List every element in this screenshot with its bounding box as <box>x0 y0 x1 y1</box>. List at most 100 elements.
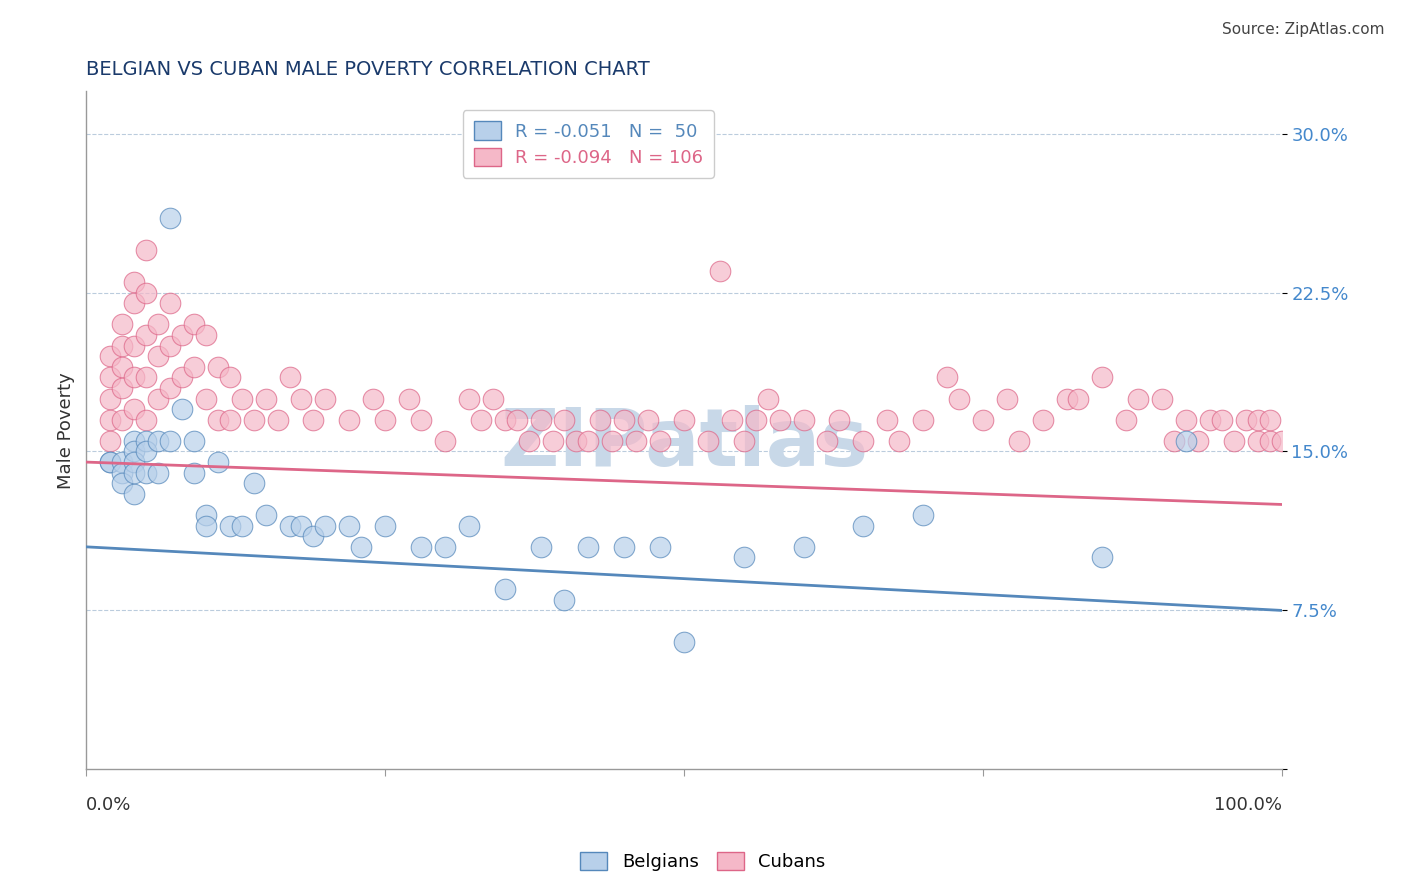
Point <box>337 518 360 533</box>
Point <box>613 540 636 554</box>
Point <box>111 466 134 480</box>
Point <box>122 402 145 417</box>
Point <box>242 413 264 427</box>
Point <box>1008 434 1031 448</box>
Point <box>481 392 503 406</box>
Point <box>637 413 659 427</box>
Point <box>457 392 479 406</box>
Text: ZIPatlas: ZIPatlas <box>501 405 868 483</box>
Point <box>314 518 336 533</box>
Point <box>529 413 551 427</box>
Point <box>1115 413 1137 427</box>
Point <box>207 359 229 374</box>
Point <box>146 392 169 406</box>
Point <box>111 455 134 469</box>
Point <box>1258 413 1281 427</box>
Point <box>122 275 145 289</box>
Point <box>98 434 121 448</box>
Point <box>146 466 169 480</box>
Point <box>183 434 205 448</box>
Point <box>170 328 193 343</box>
Point <box>159 338 181 352</box>
Point <box>135 328 157 343</box>
Point <box>122 455 145 469</box>
Legend: R = -0.051   N =  50, R = -0.094   N = 106: R = -0.051 N = 50, R = -0.094 N = 106 <box>463 111 714 178</box>
Point <box>98 392 121 406</box>
Point <box>231 392 253 406</box>
Point <box>207 413 229 427</box>
Point <box>183 359 205 374</box>
Point <box>207 455 229 469</box>
Point <box>1187 434 1209 448</box>
Text: Source: ZipAtlas.com: Source: ZipAtlas.com <box>1222 22 1385 37</box>
Point <box>1175 434 1198 448</box>
Point <box>1128 392 1150 406</box>
Point <box>1175 413 1198 427</box>
Point <box>613 413 636 427</box>
Point <box>111 338 134 352</box>
Point <box>433 540 456 554</box>
Point <box>696 434 718 448</box>
Point <box>135 466 157 480</box>
Point <box>98 370 121 384</box>
Point <box>433 434 456 448</box>
Point <box>183 466 205 480</box>
Point <box>135 413 157 427</box>
Point <box>242 476 264 491</box>
Point <box>721 413 744 427</box>
Point <box>541 434 564 448</box>
Point <box>517 434 540 448</box>
Point <box>122 466 145 480</box>
Point <box>1152 392 1174 406</box>
Point <box>146 318 169 332</box>
Point <box>122 487 145 501</box>
Point <box>111 476 134 491</box>
Text: 100.0%: 100.0% <box>1213 796 1282 814</box>
Point <box>1211 413 1233 427</box>
Point <box>948 392 970 406</box>
Point <box>111 381 134 395</box>
Point <box>733 550 755 565</box>
Point <box>183 318 205 332</box>
Point <box>194 392 217 406</box>
Point <box>1199 413 1222 427</box>
Point <box>122 444 145 458</box>
Point <box>159 211 181 226</box>
Point <box>470 413 492 427</box>
Point <box>852 434 875 448</box>
Point <box>624 434 647 448</box>
Point <box>135 434 157 448</box>
Point <box>912 508 935 522</box>
Point <box>1032 413 1054 427</box>
Point <box>576 434 599 448</box>
Point <box>1247 413 1270 427</box>
Point <box>756 392 779 406</box>
Text: 0.0%: 0.0% <box>86 796 132 814</box>
Point <box>374 413 396 427</box>
Point <box>1247 434 1270 448</box>
Point <box>290 518 312 533</box>
Point <box>135 285 157 300</box>
Point <box>876 413 898 427</box>
Point <box>170 402 193 417</box>
Point <box>159 296 181 310</box>
Point <box>817 434 839 448</box>
Point <box>111 413 134 427</box>
Point <box>218 413 240 427</box>
Point <box>122 434 145 448</box>
Point <box>793 540 815 554</box>
Point <box>98 455 121 469</box>
Point <box>398 392 420 406</box>
Point <box>135 444 157 458</box>
Point <box>672 635 695 649</box>
Point <box>361 392 384 406</box>
Point <box>553 592 575 607</box>
Point <box>912 413 935 427</box>
Point <box>146 434 169 448</box>
Point <box>146 349 169 363</box>
Point <box>769 413 792 427</box>
Point <box>170 370 193 384</box>
Point <box>1223 434 1246 448</box>
Point <box>745 413 768 427</box>
Point <box>98 455 121 469</box>
